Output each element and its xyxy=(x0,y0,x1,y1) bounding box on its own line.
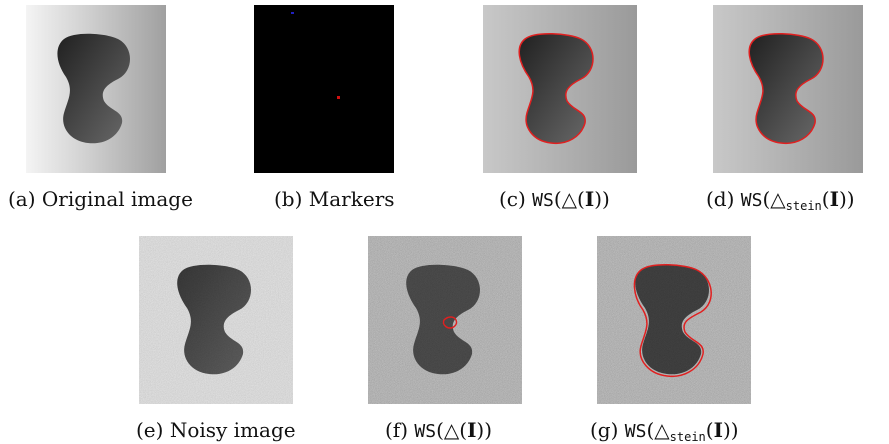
caption-f: (f) WS(△(I)) xyxy=(385,420,492,441)
caption-d-op: (△ xyxy=(762,187,786,211)
caption-g-sub: stein xyxy=(669,430,706,444)
panel-d-ws-stein xyxy=(713,5,863,173)
ws-stein-figure xyxy=(713,5,863,173)
caption-c-op: (△( xyxy=(553,187,585,211)
caption-b: (b) Markers xyxy=(274,189,395,209)
caption-d-ws: WS xyxy=(740,190,763,211)
caption-g-i: I xyxy=(713,418,723,442)
caption-a: (a) Original image xyxy=(8,189,193,209)
caption-c-label: (c) xyxy=(499,187,526,211)
panel-b-markers xyxy=(254,5,394,173)
ws-stein-noisy-figure xyxy=(597,236,751,404)
panel-f-ws-laplacian-noisy xyxy=(368,236,522,404)
caption-g-mid: ( xyxy=(705,418,714,442)
caption-d: (d) WS(△stein(I)) xyxy=(706,187,855,213)
caption-e-text: Noisy image xyxy=(169,418,296,442)
ws-laplacian-figure xyxy=(483,5,637,173)
caption-g-ws: WS xyxy=(624,421,647,442)
caption-g-close: )) xyxy=(722,418,739,442)
caption-a-label: (a) xyxy=(8,187,36,211)
caption-d-mid: ( xyxy=(821,187,830,211)
noisy-image-figure xyxy=(139,236,293,404)
caption-c-i: I xyxy=(584,187,595,211)
caption-d-close: )) xyxy=(838,187,855,211)
panel-g-ws-stein-noisy xyxy=(597,236,751,404)
markers-figure xyxy=(254,5,394,173)
caption-f-i: I xyxy=(467,418,477,442)
caption-a-text: Original image xyxy=(41,187,193,211)
original-image-figure xyxy=(26,5,166,173)
caption-c-close: )) xyxy=(594,187,610,211)
caption-e-label: (e) xyxy=(136,418,164,442)
caption-d-i: I xyxy=(829,187,839,211)
caption-f-ws: WS xyxy=(414,421,437,442)
caption-g-label: (g) xyxy=(590,418,619,442)
caption-f-label: (f) xyxy=(385,418,409,442)
caption-c-ws: WS xyxy=(532,190,554,211)
caption-b-text: Markers xyxy=(308,187,395,211)
caption-g: (g) WS(△stein(I)) xyxy=(590,418,739,444)
panel-c-ws-laplacian xyxy=(483,5,637,173)
caption-e: (e) Noisy image xyxy=(136,420,296,440)
caption-c: (c) WS(△(I)) xyxy=(499,189,610,210)
caption-g-op: (△ xyxy=(646,418,670,442)
caption-f-close: )) xyxy=(476,418,493,442)
caption-d-sub: stein xyxy=(785,199,822,213)
panel-a-original-image xyxy=(26,5,166,173)
caption-f-op: (△( xyxy=(436,418,468,442)
caption-d-label: (d) xyxy=(706,187,735,211)
caption-b-label: (b) xyxy=(274,187,303,211)
panel-e-noisy-image xyxy=(139,236,293,404)
ws-laplacian-noisy-figure xyxy=(368,236,522,404)
